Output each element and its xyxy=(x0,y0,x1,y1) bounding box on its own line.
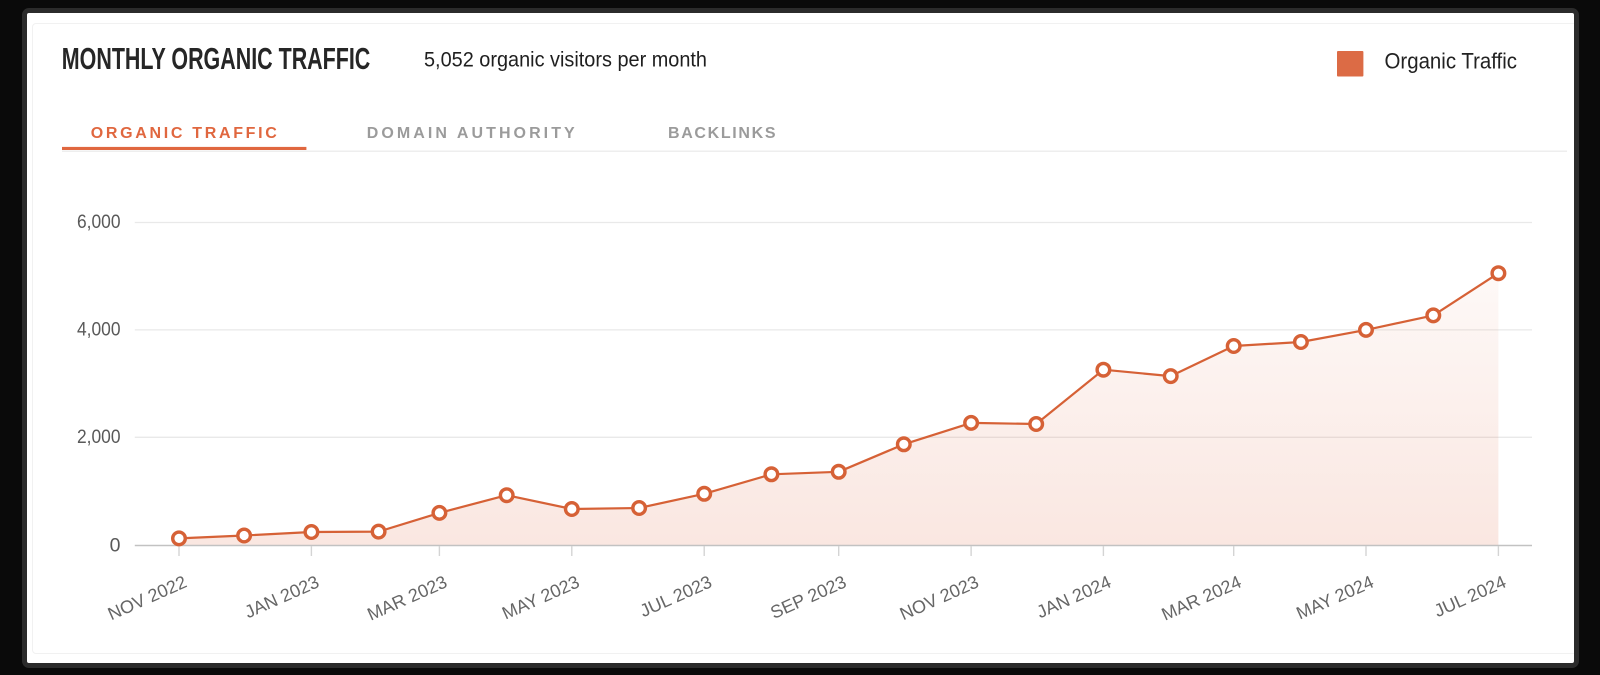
svg-text:SEP 2023: SEP 2023 xyxy=(767,572,849,623)
svg-text:MAY 2024: MAY 2024 xyxy=(1293,572,1376,624)
svg-text:JAN 2023: JAN 2023 xyxy=(242,572,322,622)
svg-text:NOV 2023: NOV 2023 xyxy=(897,572,982,624)
svg-text:5,052 organic visitors per mon: 5,052 organic visitors per month xyxy=(424,48,707,72)
svg-text:JUL 2023: JUL 2023 xyxy=(637,572,715,621)
svg-text:ORGANIC TRAFFIC: ORGANIC TRAFFIC xyxy=(91,125,277,142)
svg-text:JUL 2024: JUL 2024 xyxy=(1431,572,1509,621)
svg-text:DOMAIN AUTHORITY: DOMAIN AUTHORITY xyxy=(367,125,575,142)
svg-text:6,000: 6,000 xyxy=(77,211,121,233)
svg-text:NOV 2022: NOV 2022 xyxy=(105,572,190,624)
svg-text:0: 0 xyxy=(110,534,121,556)
svg-text:2,000: 2,000 xyxy=(77,426,121,448)
svg-text:4,000: 4,000 xyxy=(77,319,121,341)
svg-text:MONTHLY ORGANIC TRAFFIC: MONTHLY ORGANIC TRAFFIC xyxy=(62,42,371,76)
svg-text:MAY 2023: MAY 2023 xyxy=(499,572,582,624)
svg-text:Organic Traffic: Organic Traffic xyxy=(1385,49,1518,74)
svg-text:JAN 2024: JAN 2024 xyxy=(1034,572,1114,622)
svg-text:MAR 2024: MAR 2024 xyxy=(1158,572,1244,625)
svg-text:MAR 2023: MAR 2023 xyxy=(364,572,450,625)
svg-text:BACKLINKS: BACKLINKS xyxy=(668,125,776,142)
